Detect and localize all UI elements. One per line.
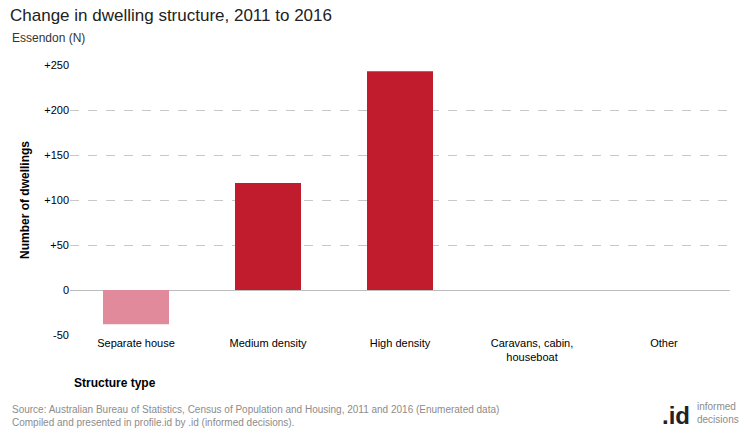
svg-text:High density: High density [370, 337, 431, 349]
svg-text:Number of dwellings: Number of dwellings [18, 141, 32, 259]
svg-text:0: 0 [63, 284, 69, 296]
svg-text:Other: Other [650, 337, 678, 349]
svg-text:+150: +150 [44, 149, 69, 161]
svg-text:Caravans, cabin,houseboat: Caravans, cabin,houseboat [491, 337, 574, 363]
svg-text:Separate house: Separate house [97, 337, 175, 349]
svg-text:+250: +250 [44, 59, 69, 71]
svg-text:Change in dwelling structure,: Change in dwelling structure, 2011 to 20… [10, 6, 332, 25]
svg-text:Structure type: Structure type [74, 376, 156, 390]
svg-text:+200: +200 [44, 104, 69, 116]
svg-text:Source: Australian Bureau of S: Source: Australian Bureau of Statistics,… [12, 404, 499, 415]
svg-text:+50: +50 [50, 239, 69, 251]
svg-text:Medium density: Medium density [229, 337, 307, 349]
svg-text:informeddecisions: informeddecisions [697, 401, 739, 425]
svg-text:Compiled and presented in prof: Compiled and presented in profile.id by … [12, 417, 294, 428]
svg-text:Essendon (N): Essendon (N) [12, 31, 85, 45]
svg-text:.id: .id [662, 402, 690, 429]
svg-text:-50: -50 [53, 329, 69, 341]
svg-text:+100: +100 [44, 194, 69, 206]
